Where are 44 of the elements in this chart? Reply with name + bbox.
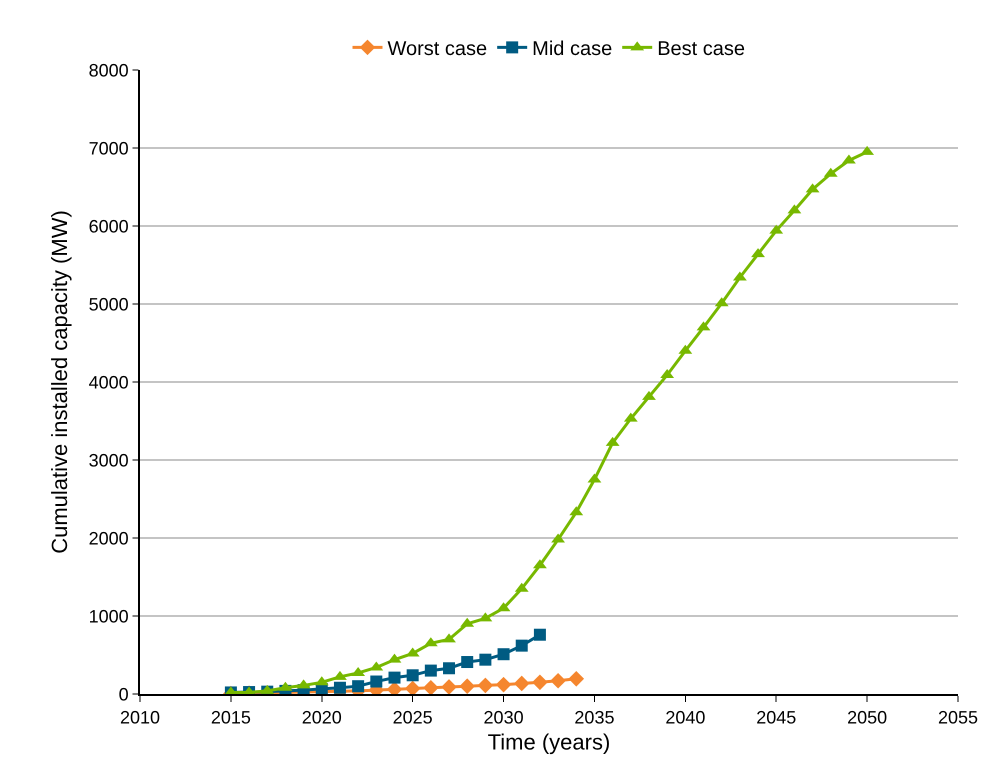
legend-label: Worst case <box>388 38 488 60</box>
x-tick-label: 2035 <box>574 707 614 728</box>
y-tick-label: 7000 <box>88 138 129 158</box>
point <box>496 676 512 692</box>
point <box>498 648 510 660</box>
x-tick-label: 2050 <box>847 707 888 728</box>
y-tick-label: 1000 <box>88 606 129 626</box>
y-tick-label: 6000 <box>88 216 129 236</box>
y-tick-label: 4000 <box>88 372 129 392</box>
x-tick-label: 2025 <box>392 707 433 728</box>
x-tick-label: 2040 <box>665 707 706 728</box>
x-axis-title: Time (years) <box>488 730 610 755</box>
point <box>423 680 439 694</box>
point <box>516 640 528 652</box>
y-tick-label: 0 <box>118 684 129 704</box>
y-tick-label: 5000 <box>88 294 129 314</box>
y-tick-label: 2000 <box>88 528 129 548</box>
x-tick-label: 2010 <box>120 707 160 728</box>
point <box>443 662 456 674</box>
point <box>441 679 457 694</box>
point <box>461 656 474 668</box>
point <box>424 664 437 677</box>
point <box>479 654 492 666</box>
x-tick-label: 2015 <box>210 707 251 728</box>
point <box>352 680 364 692</box>
x-tick-label: 2055 <box>938 707 978 728</box>
point <box>568 670 584 687</box>
y-axis-title: Cumulative installed capacity (MW) <box>46 210 72 554</box>
point <box>406 669 419 682</box>
point <box>550 672 566 689</box>
point <box>534 628 546 641</box>
point <box>478 678 494 694</box>
point <box>388 672 400 684</box>
x-tick-label: 2020 <box>302 707 342 728</box>
legend-label: Best case <box>657 38 746 60</box>
point <box>532 674 548 690</box>
point <box>459 678 475 694</box>
point <box>514 676 530 692</box>
legend-label: Mid case <box>532 38 612 60</box>
y-tick-label: 8000 <box>88 60 129 80</box>
point <box>370 676 382 688</box>
x-tick-label: 2045 <box>756 707 796 728</box>
y-tick-label: 3000 <box>88 450 129 470</box>
x-tick-label: 2030 <box>484 707 524 728</box>
